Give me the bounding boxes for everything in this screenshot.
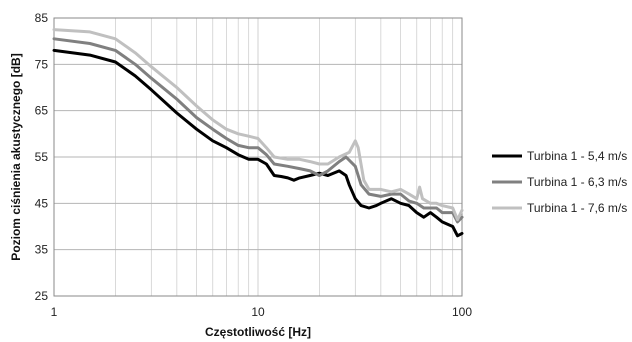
legend: Turbina 1 - 5,4 m/s Turbina 1 - 6,3 m/s Tu… [492,149,627,215]
y-axis-title: Poziom ciśnienia akustycznego [dB] [9,53,23,260]
x-tick-label: 100 [452,305,472,319]
y-tick-label: 55 [35,150,49,164]
y-tick-label: 35 [35,243,49,257]
series-line-3 [52,28,464,222]
plot-frame [53,17,463,297]
legend-label-2: Turbina 1 - 6,3 m/s [527,175,627,189]
x-tick-label: 10 [251,305,265,319]
y-tick-label: 25 [35,289,49,303]
x-tick-label: 1 [51,305,58,319]
y-tick-label: 65 [35,104,49,118]
x-tick-labels: 1 10 100 [51,305,473,319]
legend-label-3: Turbina 1 - 7,6 m/s [527,201,627,215]
grid-lines [53,17,463,297]
y-tick-label: 75 [35,57,49,71]
legend-label-1: Turbina 1 - 5,4 m/s [527,149,627,163]
x-axis-title: Częstotliwość [Hz] [205,325,311,339]
y-tick-label: 85 [35,11,49,25]
y-tick-label: 45 [35,196,49,210]
series-line-2 [52,37,464,224]
series-lines [52,28,464,238]
y-tick-labels: 25 35 45 55 65 75 85 [35,11,49,303]
